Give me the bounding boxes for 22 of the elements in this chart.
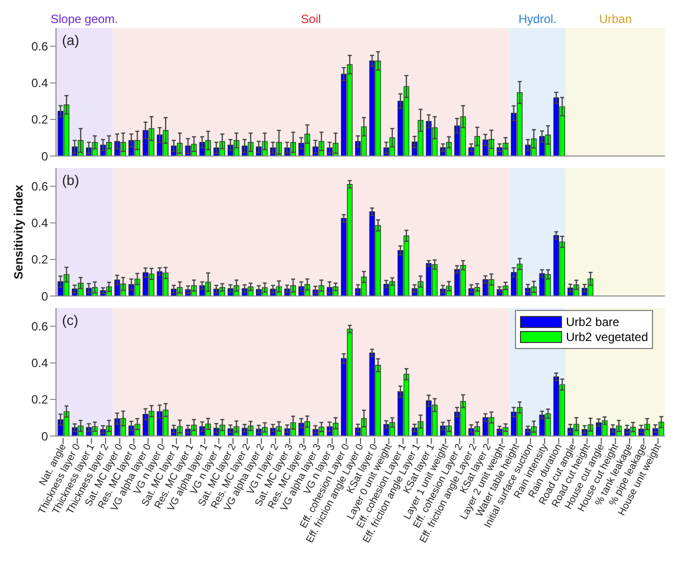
legend-label: Urb2 vegetated: [566, 330, 648, 344]
legend-label: Urb2 bare: [566, 315, 620, 329]
y-tick-label: 0.2: [31, 252, 48, 267]
y-axis-title: Sensitivity index: [11, 184, 26, 280]
band-label: Soil: [300, 12, 321, 26]
y-tick-label: 0.2: [31, 392, 48, 407]
y-tick-label: 0.2: [31, 112, 48, 127]
y-tick-label: 0.4: [31, 356, 48, 370]
chart-title: (c): [62, 312, 78, 328]
y-tick-label: 0.6: [31, 320, 48, 334]
y-tick-label: 0.4: [31, 216, 48, 230]
band-label: Hydrol.: [518, 12, 557, 26]
band-label: Slope geom.: [50, 12, 118, 26]
band-label: Urban: [599, 12, 632, 26]
y-tick-label: 0.6: [31, 180, 48, 194]
chart-title: (b): [62, 172, 80, 188]
y-tick-label: 0: [41, 429, 48, 444]
y-tick-label: 0.6: [31, 40, 48, 54]
chart-title: (a): [62, 32, 80, 48]
y-tick-label: 0: [41, 289, 48, 304]
y-tick-label: 0: [41, 149, 48, 164]
y-tick-label: 0.4: [31, 76, 48, 90]
